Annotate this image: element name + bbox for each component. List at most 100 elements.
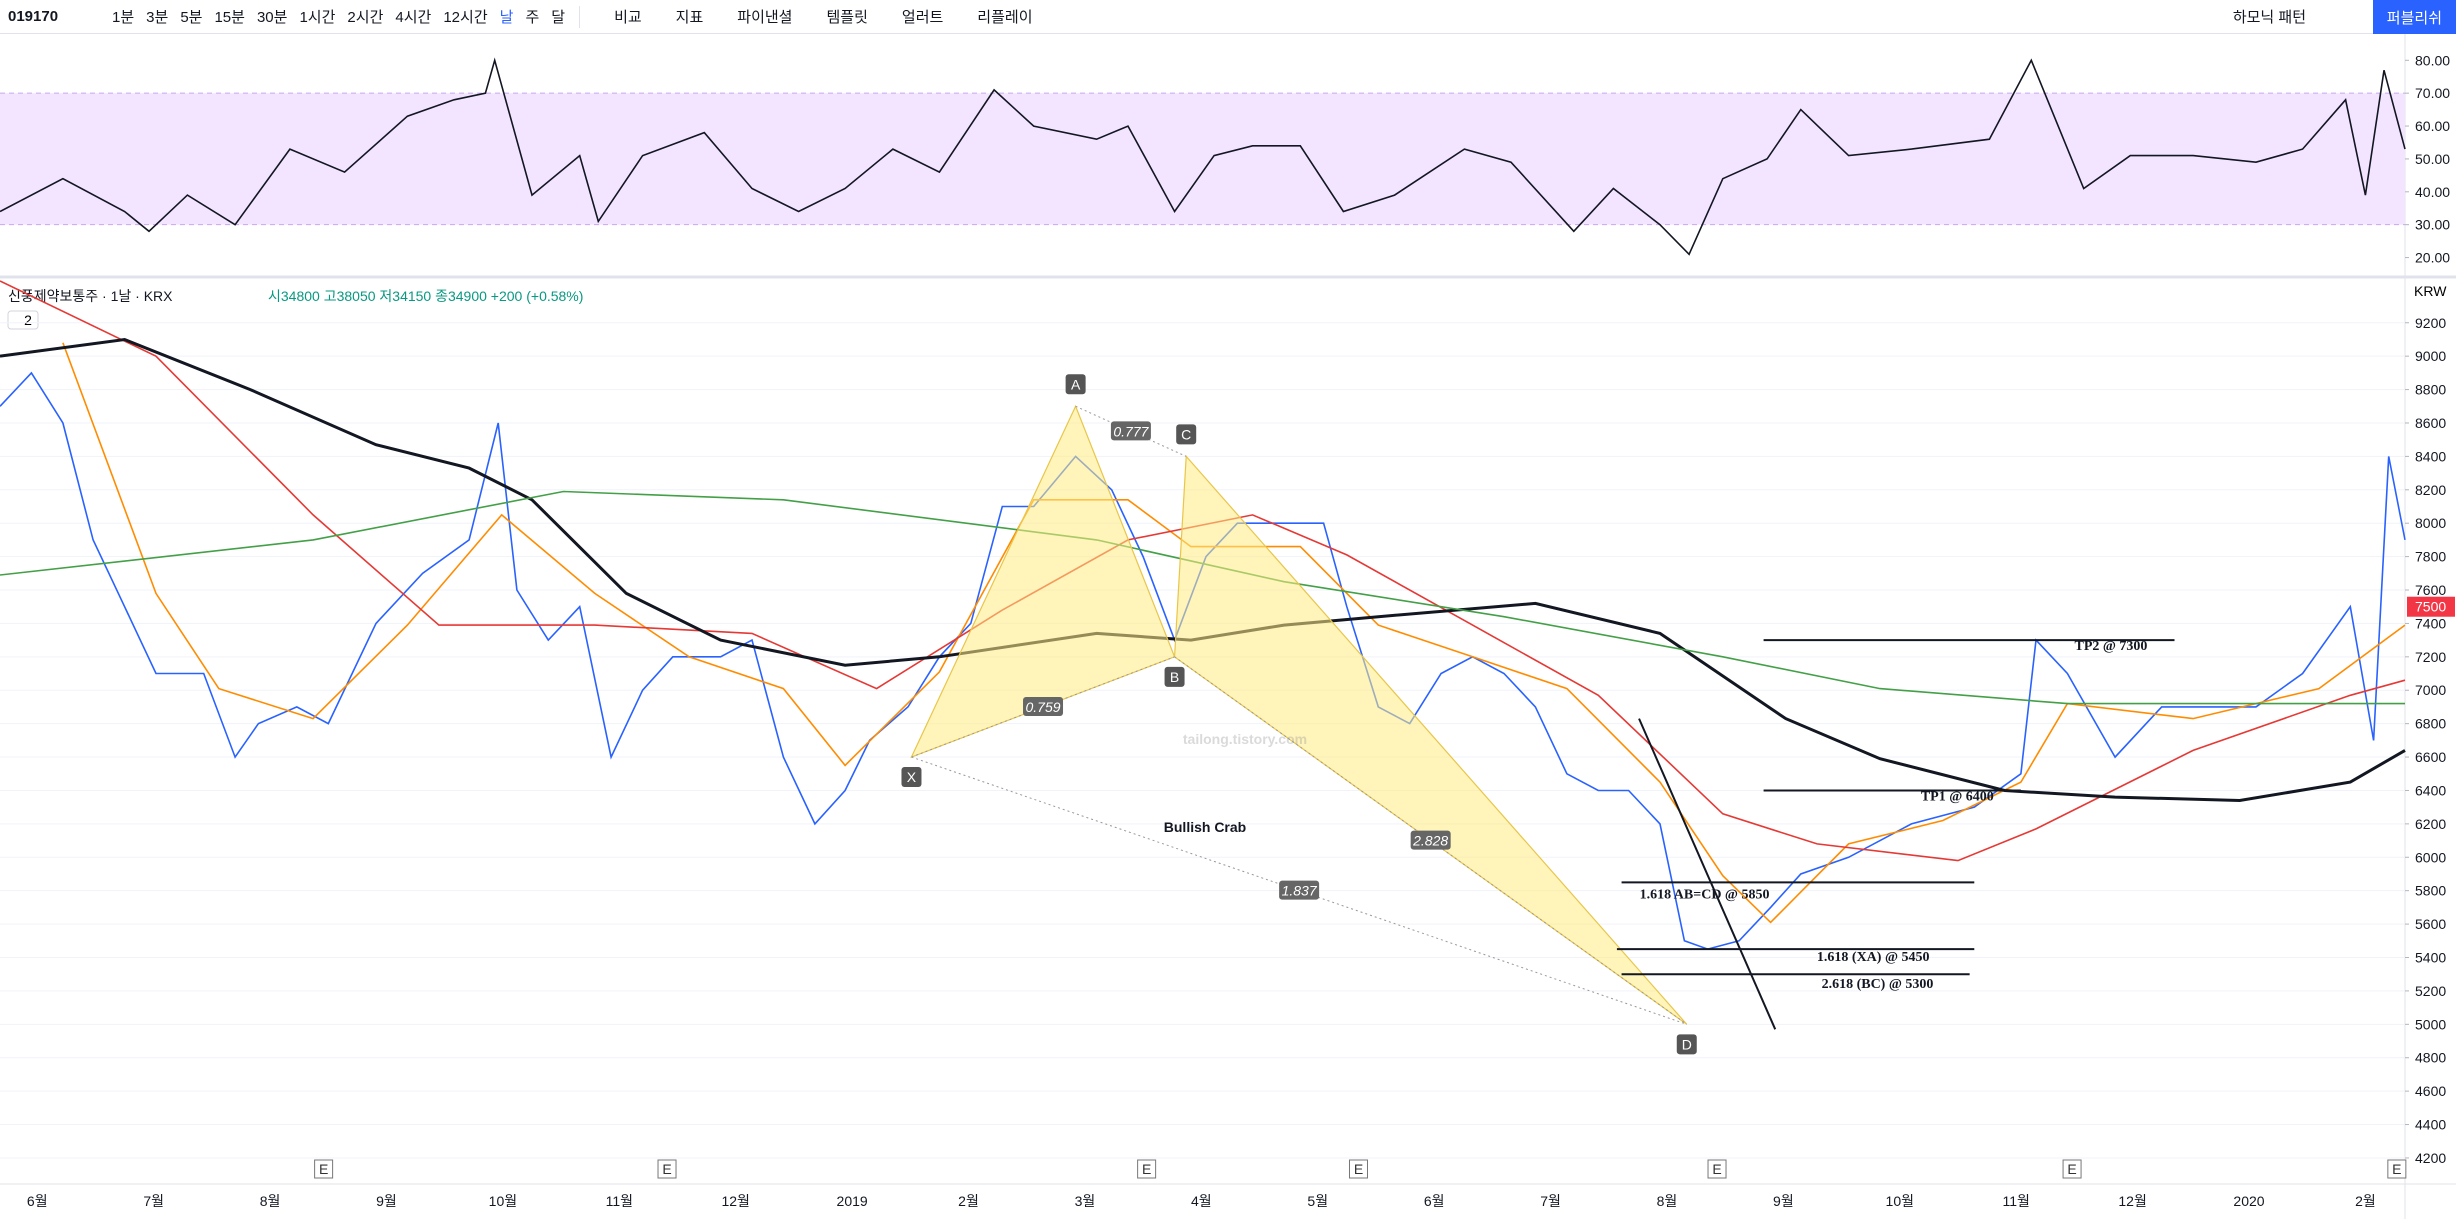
ratio-label: 2.828 [1412,833,1448,849]
x-tick-label: 9월 [1773,1193,1794,1209]
last-price-label: 7500 [2415,599,2446,615]
interval[interactable]: 15분 [214,9,245,26]
x-tick-label: 2월 [958,1193,979,1209]
x-tick-label: 12월 [2118,1193,2146,1209]
interval[interactable]: 3분 [146,9,169,26]
y-tick-label: 6200 [2415,816,2446,832]
ratio-box [1023,696,1064,716]
watermark: tailong.tistory.com [1183,731,1307,747]
y-tick-label: 7000 [2415,682,2446,698]
separator [579,5,581,28]
ratio-box [1110,421,1151,441]
pattern-name: Bullish Crab [1164,819,1246,835]
earnings-marker [2062,1159,2082,1179]
tool[interactable]: 얼러트 [901,9,944,26]
tool[interactable]: 파이낸셜 [737,9,793,26]
level-label: 1.618 AB=CD @ 5850 [1640,887,1770,902]
y-tick-label: 4600 [2415,1083,2446,1099]
y-tick-label: 5000 [2415,1016,2446,1032]
y-tick-label: 7400 [2415,615,2446,631]
level-label: TP1 @ 6400 [1921,789,1994,804]
interval[interactable]: 1분 [112,9,135,26]
interval[interactable]: 12시간 [443,9,488,26]
earnings-label: E [2392,1161,2401,1177]
x-tick-label: 9월 [376,1193,397,1209]
y-tick-label: 5800 [2415,883,2446,899]
interval[interactable]: 2시간 [347,9,384,26]
badge[interactable] [7,310,39,330]
x-tick-label: 7월 [1540,1193,1561,1209]
pattern-point-label: A [1071,376,1081,392]
tools: 비교 지표 파이낸셜 템플릿 얼러트 리플레이 [614,6,1032,27]
y-tick-label: 6600 [2415,749,2446,765]
ratio-label: 1.837 [1282,883,1318,899]
legend-ohlc: 시34800 고38050 저34150 종34900 +200 (+0.58%… [268,288,583,304]
currency[interactable]: KRW [2414,283,2447,299]
x-tick-label: 10월 [489,1193,517,1209]
x-tick-label: 5월 [1307,1193,1328,1209]
level-label: 2.618 (BC) @ 5300 [1822,977,1934,992]
interval[interactable]: 날 [499,9,514,26]
earnings-label: E [2067,1161,2076,1177]
y-tick-label: 4800 [2415,1050,2446,1066]
level-label: TP2 @ 7300 [2075,639,2148,654]
y-tick-label: 60.00 [2415,118,2450,134]
y-tick-label: 7600 [2415,582,2446,598]
tool[interactable]: 리플레이 [977,9,1033,26]
pattern-point-box [1176,424,1197,445]
interval[interactable]: 주 [525,9,540,26]
y-tick-label: 80.00 [2415,52,2450,68]
tool[interactable]: 템플릿 [826,9,868,26]
y-tick-label: 20.00 [2415,250,2450,266]
chart: 신풍제약보통주 · 1날 · KRX 시34800 고38050 저34150 … [0,34,2456,1219]
earnings-label: E [1354,1161,1363,1177]
trend-line [1638,718,1777,1030]
line-series [0,280,2406,862]
interval[interactable]: 4시간 [395,9,432,26]
pattern-point-label: D [1682,1036,1692,1052]
x-tick-label: 2월 [2355,1193,2376,1209]
earnings-label: E [1142,1161,1151,1177]
ratio-box [1410,830,1451,850]
tool[interactable]: 지표 [675,9,704,26]
y-tick-label: 5200 [2415,983,2446,999]
x-tick-label: 7월 [143,1193,164,1209]
pattern-point-box [1065,374,1086,395]
y-tick-label: 8000 [2415,515,2446,531]
pattern-point-box [901,767,922,788]
y-tick-label: 8400 [2415,448,2446,464]
interval[interactable]: 5분 [180,9,203,26]
y-tick-label: 50.00 [2415,151,2450,167]
interval[interactable]: 1시간 [299,9,336,26]
publish-button[interactable]: 퍼블리쉬 [2372,0,2456,34]
earnings-marker [657,1159,677,1179]
y-tick-label: 8800 [2415,382,2446,398]
interval[interactable]: 30분 [256,9,288,26]
y-tick-label: 6000 [2415,849,2446,865]
y-tick-label: 30.00 [2415,217,2450,233]
x-tick-label: 8월 [260,1193,281,1209]
x-tick-label: 3월 [1075,1193,1096,1209]
y-tick-label: 6400 [2415,782,2446,798]
y-tick-label: 8200 [2415,482,2446,498]
toolbar: 019170 1분 3분 5분 15분 30분 1시간 2시간 4시간 12시간 날 주 달 비교 지표… [0,0,2456,34]
y-tick-label: 70.00 [2415,85,2450,101]
interval[interactable]: 달 [551,9,566,26]
x-tick-label: 10월 [1886,1193,1914,1209]
y-tick-label: 6800 [2415,716,2446,732]
legend-title: 신풍제약보통주 · 1날 · KRX [8,288,173,304]
earnings-label: E [1712,1161,1721,1177]
earnings-marker [314,1159,334,1179]
x-tick-label: 6월 [27,1193,48,1209]
line-series [0,57,2406,256]
pattern-tool[interactable]: 하모닉 패턴 [2232,9,2306,26]
x-tick-label: 2020 [2233,1193,2264,1209]
pattern-point-label: X [907,769,917,785]
tool[interactable]: 비교 [614,9,642,26]
earnings-marker [1137,1159,1157,1179]
symbol[interactable]: 019170 [8,8,59,25]
y-tick-label: 5600 [2415,916,2446,932]
pattern-point-box [1164,666,1185,687]
pattern-point-label: C [1181,426,1191,442]
